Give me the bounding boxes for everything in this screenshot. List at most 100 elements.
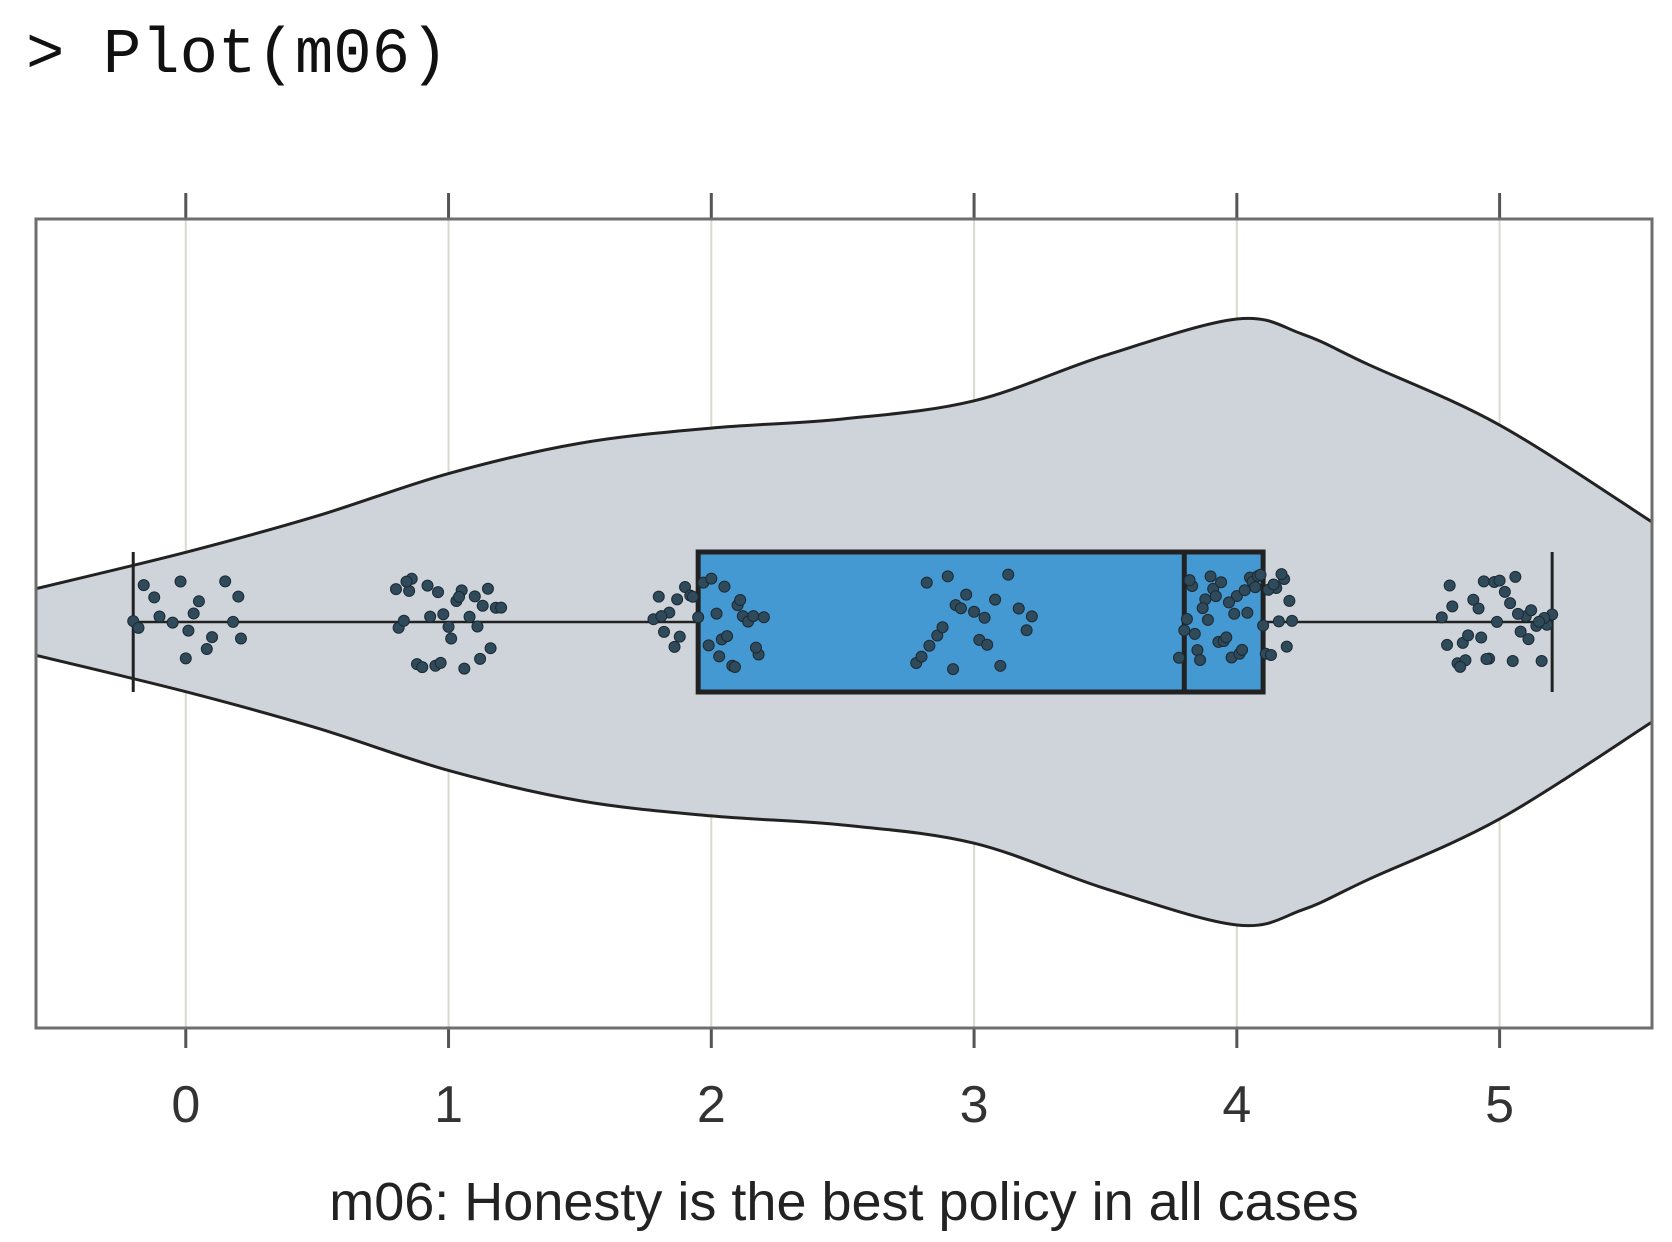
data-point <box>442 620 455 633</box>
data-point <box>434 656 447 669</box>
data-point <box>182 624 195 637</box>
data-point <box>1222 596 1235 609</box>
data-point <box>734 593 747 606</box>
data-point <box>1201 613 1214 626</box>
data-point <box>1462 629 1475 642</box>
data-point <box>1204 570 1217 583</box>
data-point <box>389 583 402 596</box>
data-point <box>1020 624 1033 637</box>
data-point <box>416 661 429 674</box>
data-point <box>463 610 476 623</box>
data-point <box>1280 640 1293 653</box>
data-point <box>1178 624 1191 637</box>
data-point <box>1228 607 1241 620</box>
data-point <box>757 611 770 624</box>
x-tick-label: 3 <box>960 1076 989 1134</box>
data-point <box>668 640 681 653</box>
data-point <box>1477 575 1490 588</box>
data-point <box>234 632 247 645</box>
x-tick-label: 4 <box>1222 1076 1251 1134</box>
data-point <box>1446 600 1459 613</box>
data-point <box>148 591 161 604</box>
data-point <box>421 579 434 592</box>
data-point <box>484 642 497 655</box>
data-point <box>227 615 240 628</box>
data-point <box>1435 611 1448 624</box>
data-point <box>1454 660 1467 673</box>
data-point <box>705 572 718 585</box>
data-point <box>481 582 494 595</box>
data-point <box>1196 602 1209 615</box>
plot-area <box>36 316 1652 928</box>
data-point <box>692 611 705 624</box>
data-point <box>468 590 481 603</box>
data-point <box>920 576 933 589</box>
data-point <box>166 616 179 629</box>
data-point <box>1264 648 1277 661</box>
data-point <box>747 610 760 623</box>
data-point <box>1498 585 1511 598</box>
data-point <box>179 652 192 665</box>
data-point <box>686 590 699 603</box>
data-point <box>728 660 741 673</box>
data-point <box>1283 594 1296 607</box>
data-point <box>1490 615 1503 628</box>
data-point <box>1472 602 1485 615</box>
data-point <box>1257 619 1270 632</box>
data-point <box>1220 631 1233 644</box>
data-point <box>187 607 200 620</box>
data-point <box>445 632 458 645</box>
data-point <box>1467 593 1480 606</box>
data-point <box>1012 602 1025 615</box>
data-point <box>474 652 487 665</box>
data-point <box>702 639 715 652</box>
data-point <box>915 650 928 663</box>
data-point <box>1183 574 1196 587</box>
data-point <box>941 570 954 583</box>
data-point <box>923 639 936 652</box>
data-point <box>1511 607 1524 620</box>
data-point <box>1241 606 1254 619</box>
data-point <box>1275 568 1288 581</box>
data-point <box>1441 638 1454 651</box>
data-point <box>710 607 723 620</box>
data-point <box>232 590 245 603</box>
data-point <box>200 643 213 656</box>
data-point <box>989 593 1002 606</box>
data-point <box>658 625 671 638</box>
data-point <box>954 602 967 615</box>
data-point <box>1533 615 1546 628</box>
data-point <box>655 610 668 623</box>
data-point <box>1230 590 1243 603</box>
data-point <box>132 621 145 634</box>
data-point <box>192 595 205 608</box>
data-point <box>652 590 665 603</box>
data-point <box>471 620 484 633</box>
data-point <box>1286 614 1299 627</box>
x-tick-label: 5 <box>1485 1076 1514 1134</box>
data-point <box>1002 568 1015 581</box>
data-point <box>673 630 686 643</box>
data-point <box>960 588 973 601</box>
data-point <box>1514 625 1527 638</box>
data-point <box>1272 615 1285 628</box>
data-point <box>1173 651 1186 664</box>
data-point <box>1194 654 1207 667</box>
x-tick-label: 2 <box>697 1076 726 1134</box>
violin-outline <box>36 653 1652 928</box>
data-point <box>424 610 437 623</box>
data-point <box>679 581 692 594</box>
data-point <box>1480 653 1493 666</box>
data-point <box>671 593 684 606</box>
data-point <box>1238 584 1251 597</box>
data-point <box>1180 613 1193 626</box>
data-point <box>1209 590 1222 603</box>
data-point <box>453 590 466 603</box>
data-point <box>936 621 949 634</box>
console-command: > Plot(m06) <box>26 20 448 92</box>
data-point <box>981 638 994 651</box>
data-point <box>968 605 981 618</box>
data-point <box>718 580 731 593</box>
data-point <box>400 575 413 588</box>
